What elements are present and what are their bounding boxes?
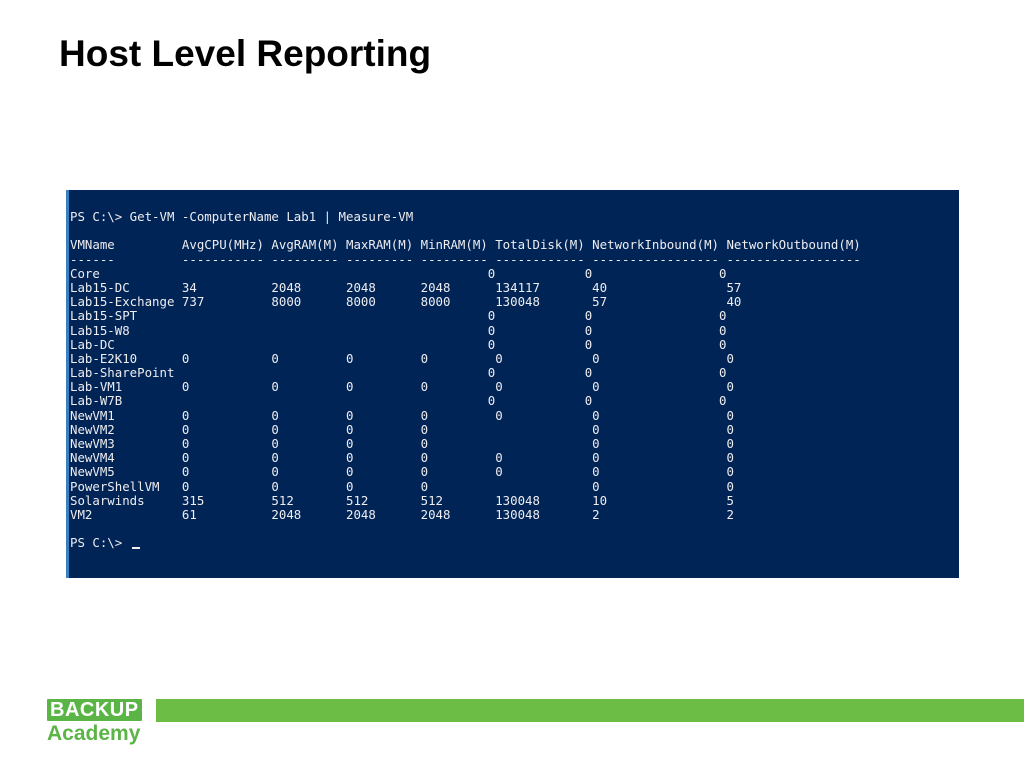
table-row: NewVM1 0 0 0 0 0 0 0 [70, 407, 734, 423]
table-row: Solarwinds 315 512 512 512 130048 10 5 [70, 492, 734, 508]
powershell-console[interactable]: PS C:\> Get-VM -ComputerName Lab1 | Meas… [66, 190, 959, 578]
table-row: NewVM4 0 0 0 0 0 0 0 [70, 450, 734, 466]
table-separator: ------ ----------- --------- --------- -… [70, 251, 861, 267]
table-row: PowerShellVM 0 0 0 0 0 0 [70, 478, 734, 494]
console-output: PS C:\> Get-VM -ComputerName Lab1 | Meas… [70, 209, 861, 551]
backup-academy-logo: BACKUP Academy [47, 699, 147, 745]
table-row: Lab-DC 0 0 0 [70, 336, 727, 352]
table-row: Lab-E2K10 0 0 0 0 0 0 0 [70, 350, 734, 366]
command-line: PS C:\> Get-VM -ComputerName Lab1 | Meas… [70, 209, 414, 224]
table-header: VMName AvgCPU(MHz) AvgRAM(M) MaxRAM(M) M… [70, 237, 861, 253]
table-row: NewVM3 0 0 0 0 0 0 [70, 436, 734, 451]
footer-green-bar [156, 699, 1024, 722]
table-row: Lab15-DC 34 2048 2048 2048 134117 40 57 [70, 279, 742, 295]
slide-title: Host Level Reporting [59, 33, 432, 74]
table-row: Lab-SharePoint 0 0 0 [70, 365, 727, 381]
table-row: Lab15-SPT 0 0 0 [70, 308, 727, 324]
text-cursor [131, 547, 140, 550]
table-row: Lab15-Exchange 737 8000 8000 8000 130048… [70, 294, 742, 310]
table-row: NewVM5 0 0 0 0 0 0 0 [70, 464, 734, 480]
logo-wordmark-bottom: Academy [47, 722, 141, 745]
table-row: NewVM2 0 0 0 0 0 0 [70, 421, 734, 437]
prompt-line[interactable]: PS C:\> [70, 536, 861, 550]
blank-line [70, 522, 861, 536]
table-row: VM2 61 2048 2048 2048 130048 2 2 [70, 506, 734, 522]
table-row: Lab-VM1 0 0 0 0 0 0 0 [70, 379, 734, 395]
table-row: Lab-W7B 0 0 0 [70, 393, 727, 409]
table-row: Lab15-W8 0 0 0 [70, 322, 727, 338]
table-row: Core 0 0 0 [70, 265, 727, 281]
logo-wordmark-top: BACKUP [47, 699, 142, 721]
prompt-text: PS C:\> [70, 535, 130, 551]
